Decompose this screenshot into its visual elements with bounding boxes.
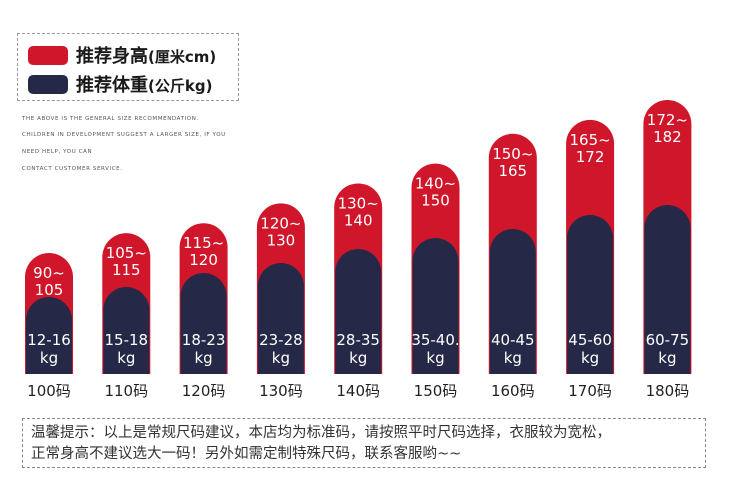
- weight-label-bottom-1: kg: [117, 349, 135, 367]
- weight-label-top-2: 18-23: [182, 331, 226, 349]
- weight-bar-6: [489, 229, 536, 374]
- weight-label-top-7: 45-60: [568, 331, 612, 349]
- weight-label-bottom-3: kg: [272, 349, 290, 367]
- weight-label-bottom-7: kg: [581, 349, 599, 367]
- size-label-6: 160码: [491, 382, 535, 400]
- weight-legend-unit: (公斤kg): [148, 77, 213, 95]
- weight-bar-3: [257, 263, 304, 374]
- weight-label-bottom-0: kg: [40, 349, 58, 367]
- height-label-bottom-8: 182: [653, 128, 682, 146]
- height-label-top-0: 90~: [33, 264, 65, 282]
- weight-bar-4: [335, 249, 382, 374]
- weight-label-bottom-5: kg: [426, 349, 444, 367]
- weight-label-top-4: 28-35: [336, 331, 380, 349]
- height-label-bottom-7: 172: [576, 148, 605, 166]
- size-label-4: 140码: [336, 382, 380, 400]
- weight-label-bottom-2: kg: [194, 349, 212, 367]
- weight-label-bottom-8: kg: [658, 349, 676, 367]
- note-line-2: CHILDREN IN DEVELOPMENT SUGGEST A LARGER…: [22, 132, 226, 138]
- weight-bar-5: [412, 238, 459, 374]
- height-label-top-3: 120~: [260, 214, 301, 232]
- height-legend-unit: (厘米cm): [148, 48, 217, 66]
- height-legend-label: 推荐身高: [76, 46, 148, 67]
- height-label-top-1: 105~: [106, 244, 147, 262]
- weight-bar-1: [103, 287, 150, 374]
- height-label-top-2: 115~: [183, 234, 224, 252]
- size-label-5: 150码: [414, 382, 458, 400]
- height-label-top-8: 172~: [647, 111, 688, 129]
- weight-bar-7: [567, 215, 614, 374]
- size-label-7: 170码: [568, 382, 612, 400]
- size-label-8: 180码: [646, 382, 690, 400]
- weight-label-bottom-4: kg: [349, 349, 367, 367]
- note-line-1: THE ABOVE IS THE GENERAL SIZE RECOMMENDA…: [22, 116, 199, 122]
- legend-item-weight: 推荐体重(公斤kg): [28, 71, 212, 97]
- legend-item-height: 推荐身高(厘米cm): [28, 42, 216, 68]
- height-swatch: [28, 45, 68, 65]
- tip-line-2: 正常身高不建议选大一码！另外如需定制特殊尺码，联系客服哟~~: [31, 446, 462, 462]
- height-label-bottom-5: 150: [421, 192, 450, 210]
- tip-box: 温馨提示：以上是常规尺码建议，本店均为标准码，请按照平时尺码选择，衣服较为宽松，…: [22, 418, 706, 468]
- size-label-3: 130码: [259, 382, 303, 400]
- note-line-4: CONTACT CUSTOMER SERVICE.: [22, 166, 123, 172]
- weight-label-top-0: 12-16: [27, 331, 71, 349]
- height-label-top-6: 150~: [492, 145, 533, 163]
- height-label-bottom-1: 115: [112, 261, 141, 279]
- height-label-bottom-2: 120: [189, 251, 218, 269]
- height-label-bottom-3: 130: [267, 231, 296, 249]
- weight-swatch: [28, 74, 68, 94]
- weight-label-bottom-6: kg: [504, 349, 522, 367]
- height-label-top-4: 130~: [338, 194, 379, 212]
- height-label-top-7: 165~: [569, 131, 610, 149]
- note-line-3: NEED HELP, YOU CAN: [22, 149, 93, 155]
- tip-line-1: 温馨提示：以上是常规尺码建议，本店均为标准码，请按照平时尺码选择，衣服较为宽松，: [31, 425, 611, 441]
- legend: 推荐身高(厘米cm) 推荐体重(公斤kg): [17, 33, 239, 101]
- weight-legend-label: 推荐体重: [76, 75, 148, 96]
- weight-label-top-6: 40-45: [491, 331, 535, 349]
- height-label-top-5: 140~: [415, 175, 456, 193]
- weight-label-top-5: 35-40.: [411, 331, 459, 349]
- weight-bar-8: [644, 205, 691, 374]
- size-label-0: 100码: [27, 382, 71, 400]
- weight-label-top-3: 23-28: [259, 331, 303, 349]
- height-label-bottom-4: 140: [344, 211, 373, 229]
- weight-bar-0: [26, 297, 72, 374]
- size-label-2: 120码: [182, 382, 226, 400]
- weight-bar-2: [180, 273, 227, 374]
- weight-label-top-8: 60-75: [646, 331, 690, 349]
- weight-label-top-1: 15-18: [105, 331, 149, 349]
- height-label-bottom-6: 165: [498, 162, 527, 180]
- size-label-1: 110码: [104, 382, 148, 400]
- height-label-bottom-0: 105: [35, 281, 64, 299]
